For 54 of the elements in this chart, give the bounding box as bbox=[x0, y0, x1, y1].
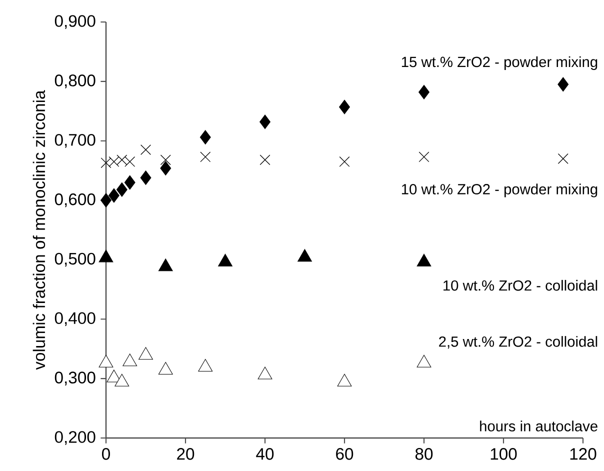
point bbox=[140, 144, 151, 155]
y-tick-label: 0,500 bbox=[54, 252, 96, 267]
y-tick-label: 0,700 bbox=[54, 134, 96, 148]
point bbox=[98, 354, 114, 368]
point bbox=[116, 182, 128, 197]
point bbox=[124, 175, 136, 190]
point bbox=[258, 366, 272, 380]
point bbox=[100, 193, 112, 208]
point bbox=[339, 100, 350, 114]
point bbox=[200, 130, 211, 144]
series-label: 10 wt.% ZrO2 - powder mixing bbox=[402, 184, 598, 198]
x-tick-label: 60 bbox=[336, 448, 354, 460]
series-label: 15 wt.% ZrO2 - powder mixing bbox=[402, 56, 598, 70]
point bbox=[337, 374, 352, 386]
point bbox=[158, 362, 173, 375]
point bbox=[418, 152, 430, 162]
point bbox=[160, 160, 172, 176]
point bbox=[416, 354, 432, 368]
point bbox=[108, 188, 120, 203]
point bbox=[218, 254, 232, 266]
series-label: 10 wt.% ZrO2 - colloidal bbox=[444, 280, 598, 291]
y-tick-label: 0,200 bbox=[54, 431, 96, 445]
x-tick-label: 20 bbox=[177, 448, 194, 460]
y-tick-label: 0,300 bbox=[54, 372, 96, 386]
point bbox=[106, 370, 122, 382]
x-tick-label: 40 bbox=[256, 448, 274, 460]
point bbox=[138, 347, 153, 360]
point bbox=[198, 359, 213, 372]
point bbox=[114, 374, 130, 386]
y-tick-label: 0,800 bbox=[54, 74, 96, 88]
point bbox=[98, 250, 114, 262]
point bbox=[418, 84, 430, 100]
x-tick-label: 100 bbox=[490, 448, 517, 460]
point bbox=[558, 153, 568, 164]
point bbox=[260, 114, 270, 130]
x-axis-title: hours in autoclave bbox=[480, 420, 598, 432]
point bbox=[298, 249, 312, 262]
point bbox=[140, 170, 152, 185]
point bbox=[339, 156, 350, 167]
point bbox=[160, 154, 171, 166]
point bbox=[416, 254, 432, 266]
y-tick-label: 0,600 bbox=[54, 193, 96, 208]
series-label: 2,5 wt.% ZrO2 - colloidal bbox=[439, 336, 598, 349]
point bbox=[260, 154, 270, 166]
x-tick-label: 120 bbox=[570, 448, 596, 460]
y-tick-label: 0,400 bbox=[54, 312, 96, 326]
point bbox=[200, 152, 211, 162]
x-tick-label: 0 bbox=[102, 448, 110, 460]
y-tick-label: 0,900 bbox=[54, 15, 96, 29]
point bbox=[122, 354, 138, 366]
x-tick-label: 80 bbox=[415, 448, 433, 460]
point bbox=[158, 258, 173, 272]
y-axis-title: volumic fraction of monoclinic zirconia bbox=[32, 90, 46, 370]
point bbox=[558, 77, 569, 92]
